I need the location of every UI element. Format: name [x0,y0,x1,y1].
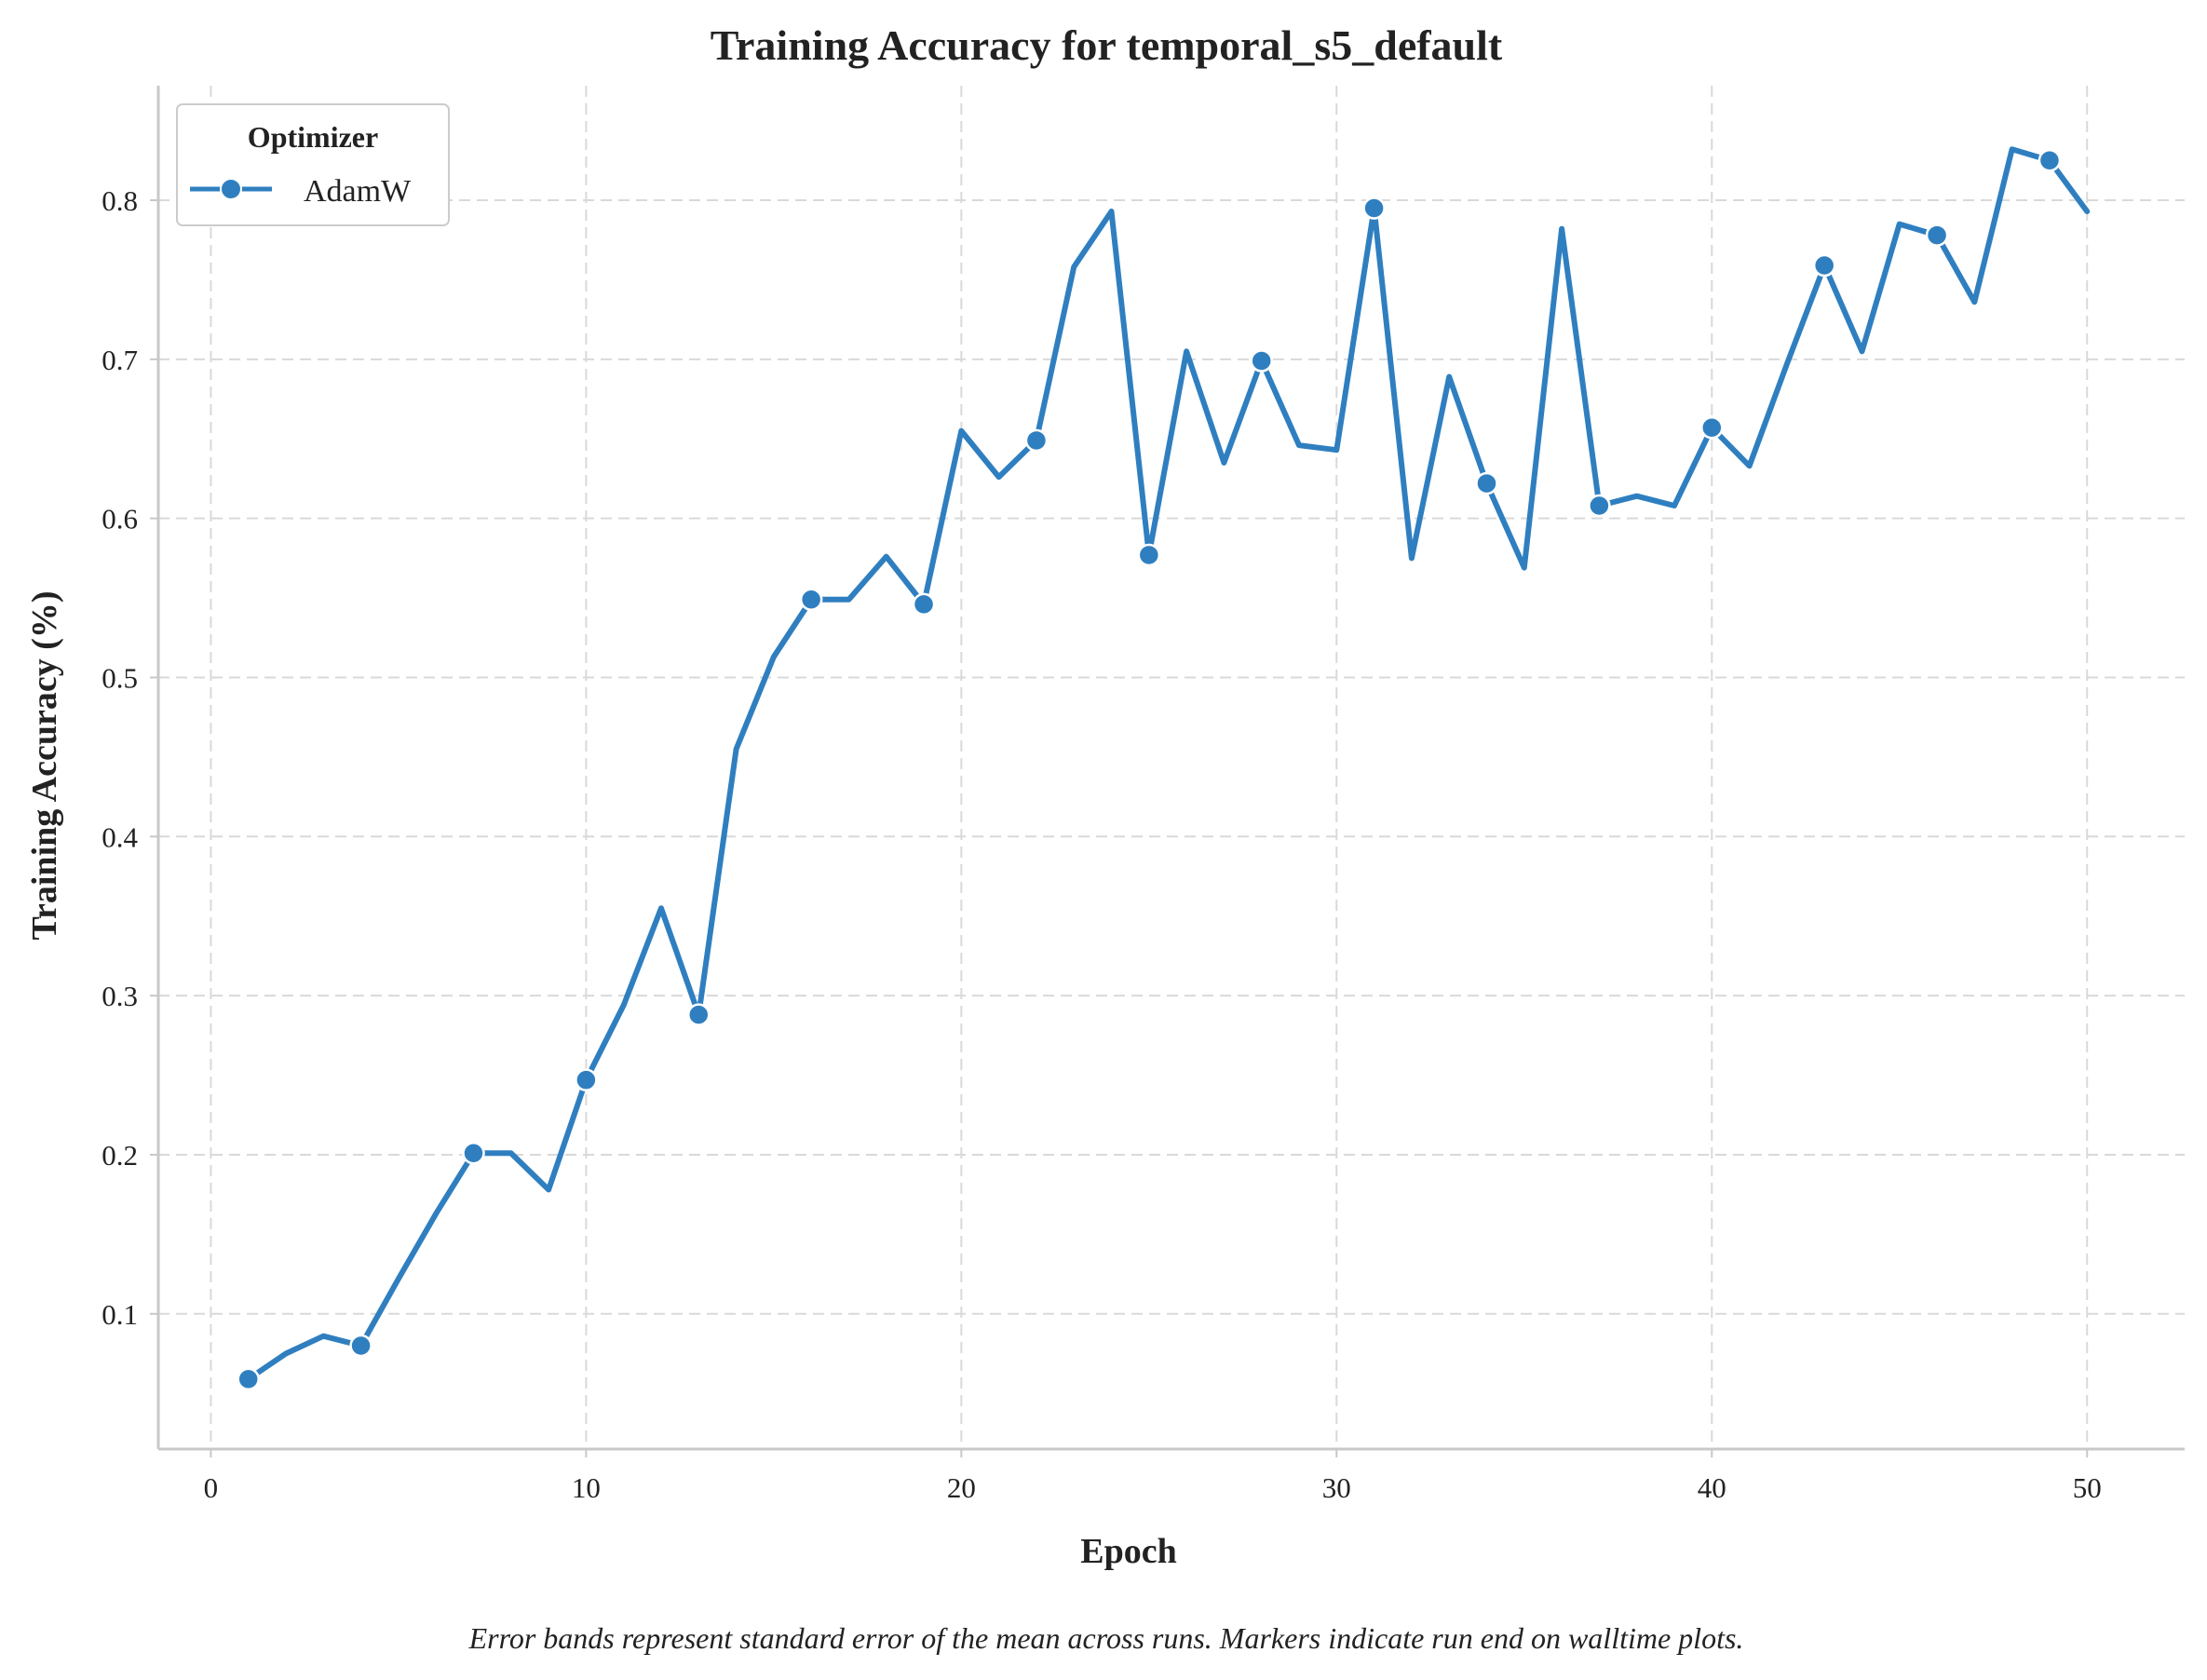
data-point-epoch-19 [912,592,936,616]
legend-title: Optimizer [248,120,378,154]
legend-swatch-marker [220,178,242,200]
data-point-epoch-16 [799,588,823,612]
axis-ticks: 0 10 20 30 40 50 0.1 0.2 0.3 0.4 0.5 0.6 0.7 0.8 [102,184,2101,1504]
x-tick-label-2: 20 [947,1471,976,1504]
data-point-epoch-31 [1362,196,1386,220]
data-point-epoch-37 [1588,494,1611,518]
data-point-epoch-49 [2038,149,2062,172]
x-tick-label-5: 50 [2073,1471,2102,1504]
y-tick-label-4: 0.5 [102,661,138,694]
y-tick-label-3: 0.4 [102,820,138,853]
y-tick-label-1: 0.2 [102,1139,138,1172]
x-tick-label-0: 0 [204,1471,219,1504]
data-point-epoch-43 [1812,253,1836,278]
legend-frame [176,103,450,226]
data-point-epoch-13 [687,1003,711,1026]
axes-spines [156,86,2185,1451]
legend: Optimizer AdamW [176,103,450,226]
legend-label-adamw: AdamW [304,174,412,209]
chart-title: Training Accuracy for temporal_s5_defaul… [711,21,1503,69]
data-point-epoch-1 [237,1367,260,1391]
y-tick-label-0: 0.1 [102,1298,138,1331]
x-tick-label-1: 10 [572,1471,601,1504]
y-tick-label-5: 0.6 [102,503,138,535]
y-tick-label-7: 0.8 [102,184,138,217]
series-line-adamw [245,146,2091,1382]
data-point-epoch-46 [1925,224,1949,247]
y-tick-label-2: 0.3 [102,980,138,1012]
x-tick-label-4: 40 [1698,1471,1726,1504]
data-point-epoch-28 [1250,349,1273,373]
data-point-epoch-40 [1700,416,1724,440]
data-point-epoch-10 [575,1068,598,1091]
data-point-epoch-25 [1137,543,1161,567]
data-point-epoch-7 [462,1142,485,1165]
x-axis-label: Epoch [1080,1532,1176,1571]
data-point-epoch-22 [1024,428,1049,453]
caption: Error bands represent standard error of … [468,1621,1744,1655]
data-point-epoch-4 [349,1334,372,1358]
y-tick-label-6: 0.7 [102,344,138,376]
y-axis-label: Training Accuracy (%) [25,590,64,940]
x-tick-label-3: 30 [1322,1471,1351,1504]
series-layer [237,146,2091,1391]
data-point-epoch-34 [1475,471,1498,495]
